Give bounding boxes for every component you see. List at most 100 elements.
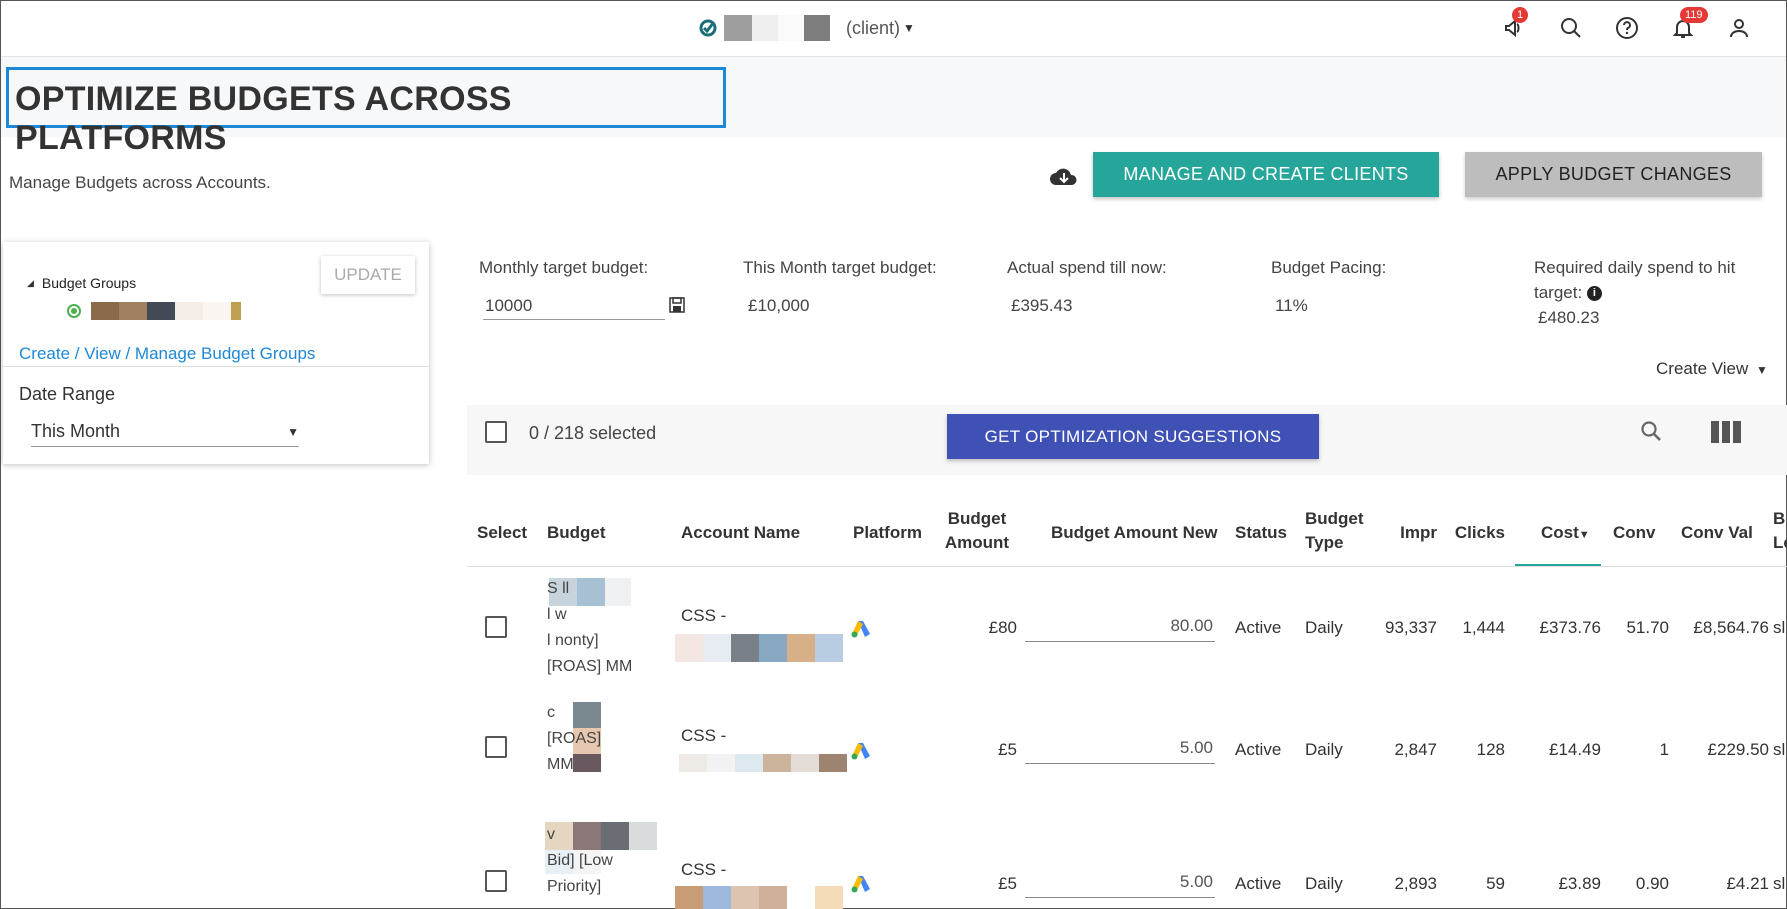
- save-icon[interactable]: [669, 297, 685, 318]
- radio-selected-icon[interactable]: [67, 304, 81, 318]
- column-header-budget-amount-new[interactable]: Budget Amount New: [1051, 523, 1218, 542]
- budget-name-text: S ll l w l nonty] [ROAS] MM: [547, 580, 633, 675]
- column-header-clicks[interactable]: Clicks: [1454, 523, 1505, 542]
- date-range-value: This Month: [31, 421, 121, 441]
- column-header-select[interactable]: Select: [477, 523, 528, 542]
- table-toolbar: 0 / 218 selected GET OPTIMIZATION SUGGES…: [467, 405, 1787, 475]
- tree-root-label: Budget Groups: [41, 275, 137, 291]
- client-logo-redacted: [724, 15, 752, 41]
- budget-type: Daily: [1305, 618, 1343, 637]
- column-header-platform[interactable]: Platform: [853, 523, 922, 542]
- date-range-select[interactable]: This Month ▼: [31, 417, 299, 447]
- table-row: v Bid] [Low Priority] CSS - £5 5.00 Acti…: [467, 812, 1787, 909]
- row-checkbox[interactable]: [485, 736, 507, 758]
- update-button[interactable]: UPDATE: [321, 256, 415, 294]
- row-checkbox[interactable]: [485, 870, 507, 892]
- apply-budget-changes-button[interactable]: APPLY BUDGET CHANGES: [1465, 152, 1762, 197]
- column-header-account-name[interactable]: Account Name: [681, 523, 801, 542]
- budget-name-redacted: [573, 702, 601, 772]
- get-optimization-suggestions-button[interactable]: GET OPTIMIZATION SUGGESTIONS: [947, 414, 1319, 459]
- status: Active: [1235, 618, 1282, 637]
- client-label[interactable]: (client): [846, 17, 901, 38]
- notification-badge: 119: [1680, 7, 1708, 23]
- megaphone-icon[interactable]: 1: [1498, 7, 1532, 45]
- budget-name-text: v Bid] [Low Priority]: [547, 826, 613, 895]
- budget-name-redacted: [549, 578, 631, 606]
- budget-groups-panel: ◢ Budget Groups UPDATE Create / View / M…: [3, 242, 429, 464]
- column-header-budget-type[interactable]: Budget Type: [1305, 509, 1364, 552]
- collapse-triangle-icon[interactable]: ◢: [27, 277, 34, 288]
- budget-name-redacted: [545, 850, 601, 874]
- brand-logo-icon: [699, 19, 717, 37]
- budget-group-name-redacted: [91, 302, 241, 320]
- search-icon[interactable]: [1554, 11, 1588, 45]
- account-name-prefix: CSS -: [681, 726, 727, 745]
- selected-count: 0 / 218 selected: [529, 423, 657, 443]
- clicks: 59: [1486, 874, 1505, 893]
- info-icon[interactable]: i: [1586, 286, 1602, 302]
- column-header-budget[interactable]: Budget: [547, 523, 606, 542]
- impressions: 93,337: [1385, 618, 1437, 637]
- budget-level: sl: [1773, 618, 1786, 637]
- conversions: 1: [1659, 740, 1669, 759]
- dropdown-arrow-icon: ▼: [287, 425, 299, 439]
- help-icon[interactable]: [1610, 11, 1644, 45]
- account-name-redacted: [679, 754, 847, 772]
- table-row: c [ROAS] MM CSS - £5 5.00 Active Daily 2…: [467, 690, 1787, 812]
- budget-type: Daily: [1305, 740, 1343, 759]
- columns-icon[interactable]: [1711, 421, 1741, 448]
- bell-icon[interactable]: 119: [1666, 7, 1708, 45]
- monthly-target-input[interactable]: 10000: [483, 294, 665, 320]
- chevron-down-icon[interactable]: ▼: [903, 21, 915, 35]
- select-all-checkbox[interactable]: [485, 421, 507, 443]
- client-logo-redacted: [804, 15, 830, 41]
- conversions: 0.90: [1635, 874, 1669, 893]
- account-name-redacted: [675, 886, 843, 909]
- budget-amount-new-input[interactable]: 5.00: [1025, 738, 1215, 764]
- page-title: OPTIMIZE BUDGETS ACROSS PLATFORMS: [6, 67, 726, 157]
- budget-pacing-value: 11%: [1275, 296, 1308, 315]
- notification-badge: 1: [1512, 7, 1529, 23]
- budget-amount: £5: [998, 740, 1017, 759]
- required-daily-spend-label-2: target: i: [1534, 283, 1602, 303]
- budget-amount-new-input[interactable]: 5.00: [1025, 872, 1215, 898]
- manage-budget-groups-link[interactable]: Create / View / Manage Budget Groups: [19, 344, 316, 363]
- actual-spend-label: Actual spend till now:: [1007, 258, 1167, 277]
- manage-create-clients-button[interactable]: MANAGE AND CREATE CLIENTS: [1093, 152, 1439, 197]
- budget-name-redacted: [545, 822, 657, 850]
- page-subtitle: Manage Budgets across Accounts.: [9, 173, 271, 192]
- sort-indicator: [1515, 564, 1601, 566]
- user-icon[interactable]: [1722, 11, 1756, 45]
- budget-amount: £80: [988, 618, 1017, 637]
- monthly-target-label: Monthly target budget:: [479, 258, 649, 277]
- sort-desc-icon: ▼: [1578, 529, 1590, 541]
- create-view-dropdown[interactable]: Create View ▼: [1656, 359, 1768, 378]
- column-header-status[interactable]: Status: [1235, 523, 1287, 542]
- column-header-cost[interactable]: Cost▼: [1541, 523, 1590, 542]
- client-logo-redacted: [778, 15, 804, 41]
- cost: £14.49: [1549, 740, 1601, 759]
- search-icon[interactable]: [1639, 419, 1663, 448]
- column-header-conv-val[interactable]: Conv Val: [1681, 523, 1753, 542]
- google-ads-icon: [851, 621, 870, 638]
- column-header-impr[interactable]: Impr: [1400, 523, 1437, 542]
- row-checkbox[interactable]: [485, 616, 507, 638]
- account-name-prefix: CSS -: [681, 860, 727, 879]
- required-daily-spend-value: £480.23: [1538, 308, 1600, 327]
- impressions: 2,847: [1394, 740, 1437, 759]
- budget-amount-new-input[interactable]: 80.00: [1025, 616, 1215, 642]
- budget-group-item[interactable]: [67, 302, 241, 320]
- cloud-download-icon[interactable]: [1049, 165, 1079, 194]
- google-ads-icon: [851, 876, 870, 893]
- column-header-budget-amount[interactable]: Budget Amount: [944, 509, 1010, 552]
- column-header-conv[interactable]: Conv: [1613, 523, 1656, 542]
- account-name-prefix: CSS -: [681, 606, 727, 625]
- cost: £373.76: [1539, 618, 1601, 637]
- budget-groups-tree-root[interactable]: ◢ Budget Groups: [27, 275, 136, 291]
- status: Active: [1235, 874, 1282, 893]
- client-switcher[interactable]: (client) ▼: [698, 14, 915, 42]
- column-header-budget-level[interactable]: B Le: [1773, 509, 1787, 552]
- clicks: 128: [1476, 740, 1505, 759]
- conversion-value: £229.50: [1707, 740, 1769, 759]
- this-month-target-value: £10,000: [748, 296, 810, 315]
